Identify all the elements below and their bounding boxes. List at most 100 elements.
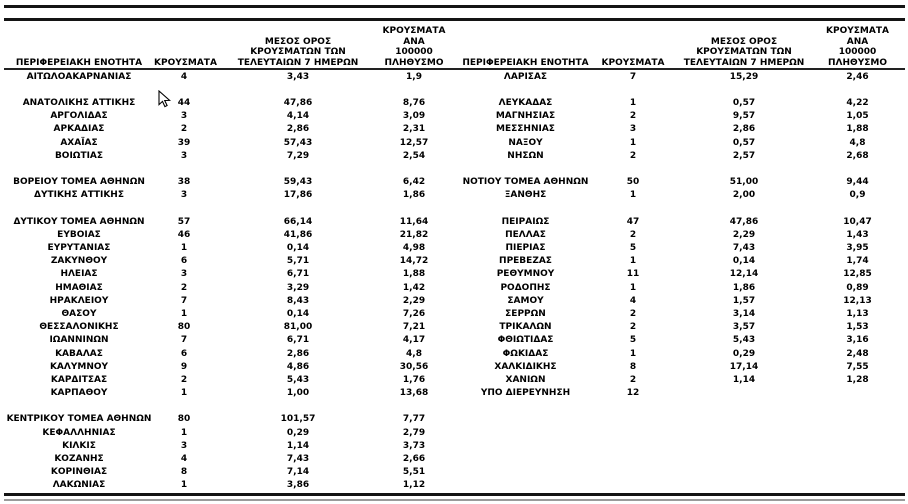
- per100k-cell: 3,16: [846, 335, 869, 346]
- avg7-cell: 51,00: [729, 177, 759, 188]
- avg7-cell: 59,43: [283, 177, 313, 188]
- cases-cell: [598, 162, 668, 175]
- region-cell: [453, 426, 598, 439]
- cases-cell: 1: [629, 282, 637, 293]
- region-cell: ΘΕΣΣΑΛΟΝΙΚΗΣ: [39, 322, 119, 333]
- region-cell: ΑΝΑΤΟΛΙΚΗΣ ΑΤΤΙΚΗΣ: [22, 97, 136, 108]
- avg7-cell: 0,29: [286, 427, 310, 438]
- per100k-cell: [820, 426, 895, 439]
- avg7-cell: 7,29: [286, 150, 310, 161]
- per100k-cell: [820, 400, 895, 413]
- region-cell: ΑΡΚΑΔΙΑΣ: [53, 124, 105, 135]
- region-cell: [4, 162, 154, 175]
- cases-cell: 8: [629, 361, 637, 372]
- table-row: ΤΡΙΚΑΛΩΝ 2 3,57 1,53: [453, 321, 895, 334]
- region-cell: ΜΑΓΝΗΣΙΑΣ: [495, 111, 556, 122]
- region-cell: [453, 452, 598, 465]
- cases-cell: 7: [180, 295, 188, 306]
- table-row: ΛΑΚΩΝΙΑΣ 1 3,86 1,12: [4, 479, 446, 492]
- per100k-cell: 0,9: [849, 190, 866, 201]
- per100k-cell: 7,55: [846, 361, 869, 372]
- cases-cell: 4: [629, 295, 637, 306]
- table-row: ΠΙΕΡΙΑΣ 5 7,43 3,95: [453, 241, 895, 254]
- cases-cell: [598, 452, 668, 465]
- per100k-cell: [820, 466, 895, 479]
- cases-cell: 2: [629, 308, 637, 319]
- cases-cell: 1: [180, 388, 188, 399]
- avg7-cell: 1,14: [732, 374, 756, 385]
- avg7-cell: 0,14: [286, 308, 310, 319]
- region-cell: ΕΥΒΟΙΑΣ: [57, 229, 101, 240]
- cases-cell: 2: [629, 229, 637, 240]
- avg7-cell: [668, 202, 820, 215]
- avg7-cell: 1,00: [286, 388, 310, 399]
- region-cell: [4, 202, 154, 215]
- per100k-cell: 12,85: [843, 269, 872, 280]
- cases-cell: 38: [177, 177, 191, 188]
- avg7-cell: 17,86: [283, 190, 313, 201]
- per100k-cell: 30,56: [399, 361, 429, 372]
- avg7-cell: 101,57: [280, 414, 316, 425]
- per100k-cell: 2,66: [402, 454, 426, 465]
- region-cell: ΦΘΙΩΤΙΔΑΣ: [497, 335, 554, 346]
- avg7-cell: [668, 83, 820, 96]
- per100k-cell: [820, 413, 895, 426]
- table-row: ΝΗΣΩΝ 2 2,57 2,68: [453, 149, 895, 162]
- table-row: ΛΕΥΚΑΔΑΣ 1 0,57 4,22: [453, 96, 895, 109]
- avg7-cell: 0,29: [732, 348, 756, 359]
- cases-cell: [154, 83, 214, 96]
- cases-cell: 50: [626, 177, 640, 188]
- avg7-cell: 6,71: [286, 335, 310, 346]
- per100k-cell: [820, 479, 895, 492]
- header-underline: [4, 68, 905, 70]
- region-cell: ΤΡΙΚΑΛΩΝ: [499, 322, 552, 333]
- table-row: ΚΑΡΠΑΘΟΥ 1 1,00 13,68: [4, 387, 446, 400]
- table-row: ΚΑΒΑΛΑΣ 6 2,86 4,8: [4, 347, 446, 360]
- col-header-cases: ΚΡΟΥΣΜΑΤΑ: [154, 57, 217, 68]
- per100k-cell: 1,9: [406, 71, 422, 82]
- per100k-cell: 1,53: [846, 322, 869, 333]
- table-row: ΚΑΡΔΙΤΣΑΣ 2 5,43 1,76: [4, 373, 446, 386]
- table-row: ΚΕΝΤΡΙΚΟΥ ΤΟΜΕΑ ΑΘΗΝΩΝ 80 101,57 7,77: [4, 413, 446, 426]
- region-cell: [453, 400, 598, 413]
- region-cell: ΞΑΝΘΗΣ: [504, 190, 547, 201]
- table-row: ΔΥΤΙΚΗΣ ΑΤΤΙΚΗΣ 3 17,86 1,86: [4, 189, 446, 202]
- region-cell: [453, 83, 598, 96]
- avg7-cell: [668, 466, 820, 479]
- cases-cell: [598, 400, 668, 413]
- table-row: ΥΠΟ ΔΙΕΡΕΥΝΗΣΗ 12: [453, 387, 895, 400]
- region-cell: [4, 400, 154, 413]
- per100k-cell: 1,86: [402, 190, 426, 201]
- cases-cell: 11: [626, 269, 640, 280]
- cases-cell: 4: [180, 454, 188, 465]
- per100k-cell: 4,8: [406, 348, 422, 359]
- region-cell: ΣΑΜΟΥ: [507, 295, 544, 306]
- blank-row: [453, 426, 895, 439]
- region-cell: ΛΑΡΙΣΑΣ: [503, 71, 548, 82]
- region-cell: ΡΟΔΟΠΗΣ: [500, 282, 551, 293]
- cases-cell: 6: [180, 256, 188, 267]
- cases-cell: [154, 162, 214, 175]
- blank-row: [453, 162, 895, 175]
- avg7-cell: 15,29: [729, 71, 759, 82]
- avg7-cell: 66,14: [283, 216, 313, 227]
- avg7-cell: 0,14: [286, 243, 310, 254]
- per100k-cell: 12,13: [843, 295, 872, 306]
- table-row: ΚΟΡΙΝΘΙΑΣ 8 7,14 5,51: [4, 466, 446, 479]
- region-cell: [453, 466, 598, 479]
- per100k-cell: 1,13: [846, 308, 869, 319]
- avg7-cell: 0,57: [732, 97, 756, 108]
- cases-cell: 8: [180, 467, 188, 478]
- per100k-cell: 10,47: [843, 216, 872, 227]
- per100k-cell: 1,28: [846, 374, 869, 385]
- avg7-cell: 5,43: [732, 335, 756, 346]
- blank-row: [453, 452, 895, 465]
- cases-cell: 2: [180, 374, 188, 385]
- cases-cell: 9: [180, 361, 188, 372]
- cases-cell: 2: [180, 282, 188, 293]
- region-cell: ΑΧΑΪΑΣ: [60, 137, 98, 148]
- avg7-cell: 7,43: [732, 243, 756, 254]
- region-cell: ΣΕΡΡΩΝ: [505, 308, 546, 319]
- per100k-cell: [820, 452, 895, 465]
- region-cell: ΘΑΣΟΥ: [61, 308, 97, 319]
